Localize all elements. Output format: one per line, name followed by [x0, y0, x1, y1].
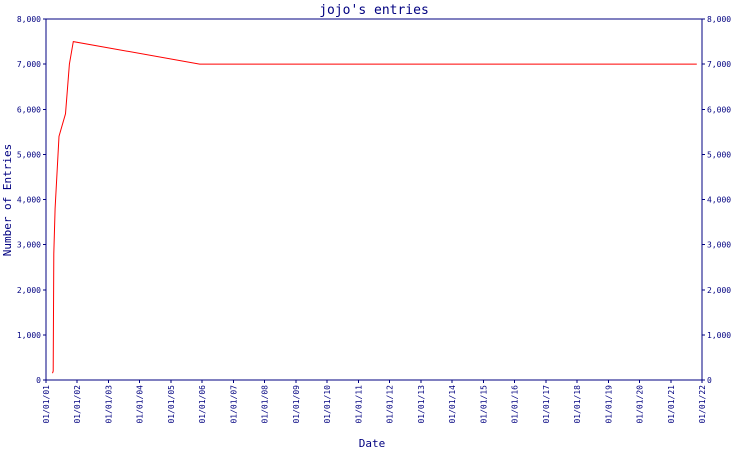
x-axis-label: Date [359, 437, 386, 450]
y-tick-label-right: 3,000 [707, 241, 731, 250]
x-tick-label: 01/01/21 [667, 385, 676, 424]
y-tick-label-right: 4,000 [707, 196, 731, 205]
x-tick-label: 01/01/12 [386, 385, 395, 424]
x-tick-label: 01/01/10 [323, 385, 332, 424]
y-tick-label-left: 8,000 [17, 15, 41, 24]
y-tick-label-left: 7,000 [17, 60, 41, 69]
x-tick-label: 01/01/08 [261, 385, 270, 424]
x-tick-label: 01/01/06 [198, 385, 207, 424]
x-tick-label: 01/01/11 [354, 385, 363, 424]
y-tick-label-left: 3,000 [17, 241, 41, 250]
y-tick-label-right: 5,000 [707, 150, 731, 159]
y-tick-label-left: 6,000 [17, 105, 41, 114]
y-tick-label-right: 1,000 [707, 331, 731, 340]
plot-frame [45, 18, 703, 381]
x-tick-label: 01/01/20 [636, 385, 645, 424]
x-tick-label: 01/01/05 [167, 385, 176, 424]
x-axis-ticks: 01/01/01 01/01/02 01/01/03 01/01/04 01/01/05… [42, 380, 707, 424]
y-tick-label-right: 7,000 [707, 60, 731, 69]
y-tick-label-right: 0 [707, 376, 712, 385]
x-tick-label: 01/01/14 [448, 385, 457, 424]
series-line [52, 41, 697, 374]
chart-title: jojo's entries [319, 3, 429, 18]
x-tick-label: 01/01/19 [604, 385, 613, 424]
y-axis-left-ticks: 0 1,000 2,000 3,000 4,000 5,000 6,000 7,000 8,00… [17, 15, 46, 385]
y-tick-label-right: 2,000 [707, 286, 731, 295]
x-tick-label: 01/01/17 [542, 385, 551, 424]
x-tick-label: 01/01/01 [42, 385, 51, 424]
y-tick-label-right: 8,000 [707, 15, 731, 24]
x-tick-label: 01/01/02 [73, 385, 82, 424]
x-tick-label: 01/01/13 [417, 385, 426, 424]
axes [45, 18, 703, 381]
y-tick-label-left: 2,000 [17, 286, 41, 295]
x-tick-label: 01/01/18 [573, 385, 582, 424]
series-group [52, 41, 697, 374]
x-tick-label: 01/01/16 [511, 385, 520, 424]
x-tick-label: 01/01/03 [104, 385, 113, 424]
y-tick-label-left: 5,000 [17, 150, 41, 159]
x-tick-label: 01/01/07 [229, 385, 238, 424]
y-tick-label-left: 0 [36, 376, 41, 385]
x-tick-label: 01/01/04 [136, 385, 145, 424]
y-tick-label-left: 4,000 [17, 196, 41, 205]
y-axis-right-ticks: 0 1,000 2,000 3,000 4,000 5,000 6,000 7,000 8,00… [702, 15, 731, 385]
y-axis-label: Number of Entries [1, 144, 14, 257]
x-tick-label: 01/01/15 [479, 385, 488, 424]
y-tick-label-right: 6,000 [707, 105, 731, 114]
x-tick-label: 01/01/22 [698, 385, 707, 424]
x-tick-label: 01/01/09 [292, 385, 301, 424]
y-tick-label-left: 1,000 [17, 331, 41, 340]
